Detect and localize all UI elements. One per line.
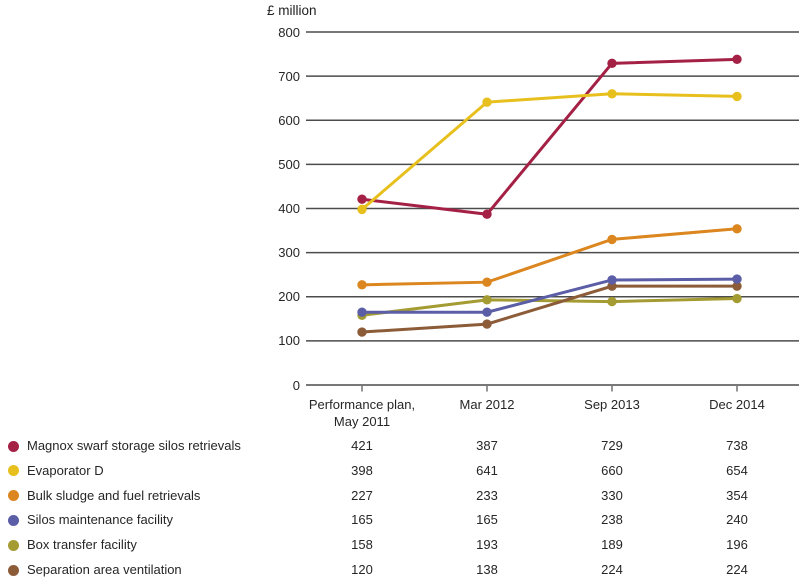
y-tick-label-500: 500 <box>278 156 300 172</box>
data-point-magnox-swarf-storage-silos-retrievals-0 <box>357 194 367 204</box>
table-value-separation-area-ventilation-1: 138 <box>476 562 498 577</box>
data-point-box-transfer-facility-3 <box>732 293 742 304</box>
data-point-box-transfer-facility-2 <box>607 296 617 307</box>
legend-row-silos-maintenance-facility: Silos maintenance facility <box>8 511 173 529</box>
data-point-separation-area-ventilation-3 <box>732 281 742 291</box>
data-point-silos-maintenance-facility-2 <box>607 275 617 285</box>
x-category-label-2: Sep 2013 <box>584 397 640 412</box>
table-value-magnox-swarf-storage-silos-retrievals-3: 738 <box>726 438 748 453</box>
table-value-silos-maintenance-facility-2: 238 <box>601 512 623 528</box>
y-tick-label-800: 800 <box>278 24 300 40</box>
table-value-magnox-swarf-storage-silos-retrievals-0: 421 <box>351 438 373 453</box>
table-value-silos-maintenance-facility-0: 165 <box>351 512 373 528</box>
data-point-bulk-sludge-and-fuel-retrievals-3 <box>732 224 742 234</box>
y-tick-label-700: 700 <box>278 68 300 84</box>
legend-label: Magnox swarf storage silos retrievals <box>27 438 241 453</box>
legend-bullet-icon <box>8 539 19 551</box>
legend-label: Evaporator D <box>27 462 104 478</box>
y-tick-label-300: 300 <box>278 245 300 261</box>
series-line-evaporator-d <box>361 92 738 211</box>
legend-bullet-icon <box>8 490 19 502</box>
data-point-separation-area-ventilation-0 <box>357 327 367 337</box>
data-point-bulk-sludge-and-fuel-retrievals-2 <box>607 234 617 245</box>
data-point-evaporator-d-3 <box>732 91 742 102</box>
table-value-magnox-swarf-storage-silos-retrievals-1: 387 <box>476 438 498 453</box>
data-point-magnox-swarf-storage-silos-retrievals-2 <box>607 58 617 69</box>
table-value-separation-area-ventilation-2: 224 <box>601 562 623 577</box>
data-point-magnox-swarf-storage-silos-retrievals-1 <box>482 209 492 219</box>
legend-label: Bulk sludge and fuel retrievals <box>27 487 201 503</box>
data-point-evaporator-d-2 <box>607 89 617 99</box>
y-tick-label-100: 100 <box>278 333 300 349</box>
table-value-evaporator-d-0: 398 <box>351 462 373 478</box>
legend-bullet-icon <box>8 564 19 576</box>
table-value-box-transfer-facility-0: 158 <box>351 537 373 553</box>
legend-row-magnox-swarf-storage-silos-retrievals: Magnox swarf storage silos retrievals <box>8 437 241 455</box>
data-point-silos-maintenance-facility-0 <box>357 307 367 317</box>
x-category-label-1: Mar 2012 <box>459 397 515 412</box>
legend-label: Separation area ventilation <box>27 562 182 577</box>
table-value-bulk-sludge-and-fuel-retrievals-2: 330 <box>601 487 623 503</box>
table-value-evaporator-d-1: 641 <box>476 462 498 478</box>
series-line-silos-maintenance-facility <box>362 277 738 314</box>
table-value-box-transfer-facility-1: 193 <box>476 537 498 553</box>
data-point-bulk-sludge-and-fuel-retrievals-0 <box>357 280 367 290</box>
y-tick-label-200: 200 <box>278 289 300 305</box>
legend-label: Silos maintenance facility <box>27 512 173 528</box>
data-point-silos-maintenance-facility-1 <box>482 307 492 317</box>
legend-row-evaporator-d: Evaporator D <box>8 462 104 480</box>
legend-label: Box transfer facility <box>27 537 137 553</box>
data-point-magnox-swarf-storage-silos-retrievals-3 <box>732 54 742 65</box>
series-line-separation-area-ventilation <box>361 284 737 334</box>
line-chart-plot <box>306 31 799 392</box>
table-value-bulk-sludge-and-fuel-retrievals-0: 227 <box>351 487 373 503</box>
table-value-bulk-sludge-and-fuel-retrievals-3: 354 <box>726 487 748 503</box>
table-value-box-transfer-facility-2: 189 <box>601 537 623 553</box>
series-line-bulk-sludge-and-fuel-retrievals <box>361 227 738 287</box>
table-value-silos-maintenance-facility-3: 240 <box>726 512 748 528</box>
legend-row-separation-area-ventilation: Separation area ventilation <box>8 561 182 577</box>
y-axis-title: £ million <box>267 3 317 18</box>
table-value-separation-area-ventilation-0: 120 <box>351 562 373 577</box>
table-value-magnox-swarf-storage-silos-retrievals-2: 729 <box>601 438 623 453</box>
table-value-bulk-sludge-and-fuel-retrievals-1: 233 <box>476 487 498 503</box>
table-value-separation-area-ventilation-3: 224 <box>726 562 748 577</box>
table-value-silos-maintenance-facility-1: 165 <box>476 512 498 528</box>
data-point-evaporator-d-1 <box>482 97 492 107</box>
data-point-separation-area-ventilation-1 <box>482 319 492 329</box>
legend-bullet-icon <box>8 465 19 477</box>
data-point-silos-maintenance-facility-3 <box>732 274 742 284</box>
legend-row-bulk-sludge-and-fuel-retrievals: Bulk sludge and fuel retrievals <box>8 487 200 505</box>
x-category-label-3: Dec 2014 <box>709 397 765 412</box>
data-point-box-transfer-facility-1 <box>482 295 492 305</box>
series-line-magnox-swarf-storage-silos-retrievals <box>361 57 738 216</box>
x-category-label-0: Performance plan, May 2011 <box>308 397 416 429</box>
data-point-bulk-sludge-and-fuel-retrievals-1 <box>482 277 492 287</box>
table-value-evaporator-d-2: 660 <box>601 462 623 478</box>
legend-bullet-icon <box>8 440 19 452</box>
legend-row-box-transfer-facility: Box transfer facility <box>8 536 137 554</box>
legend-bullet-icon <box>8 514 19 526</box>
table-value-evaporator-d-3: 654 <box>726 462 748 478</box>
table-value-box-transfer-facility-3: 196 <box>726 537 748 553</box>
series-line-box-transfer-facility <box>361 297 738 317</box>
y-tick-label-400: 400 <box>278 201 300 216</box>
y-tick-label-600: 600 <box>278 112 300 128</box>
data-point-evaporator-d-0 <box>357 204 367 215</box>
y-tick-label-0: 0 <box>292 377 300 393</box>
